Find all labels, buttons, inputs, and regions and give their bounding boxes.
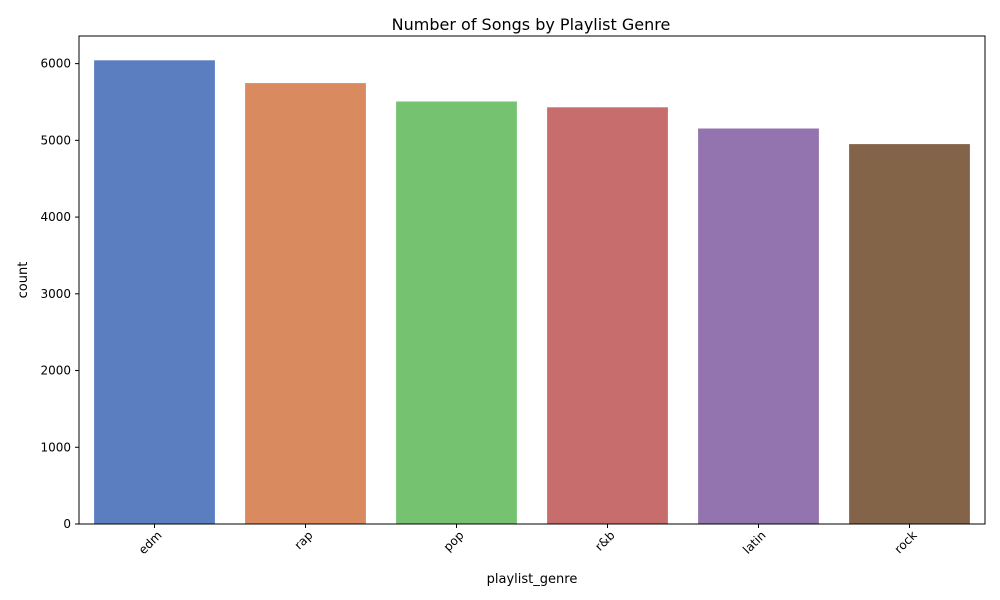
y-axis-ticks: 0 1000 2000 3000 4000 5000 6000: [40, 57, 79, 531]
bars-group: [94, 60, 970, 525]
x-tick-label: r&b: [592, 528, 617, 553]
bar-pop: [396, 101, 517, 524]
x-tick-label: rock: [892, 528, 920, 556]
bar-latin: [698, 128, 819, 524]
y-tick-label: 5000: [40, 133, 71, 147]
y-tick-label: 6000: [40, 57, 71, 71]
chart-title: Number of Songs by Playlist Genre: [392, 15, 671, 34]
bar-edm: [94, 60, 215, 525]
x-tick-label: pop: [441, 528, 467, 554]
y-tick-label: 2000: [40, 364, 71, 378]
bar-rock: [849, 144, 970, 524]
bar-rb: [547, 107, 668, 525]
x-tick-label: edm: [136, 528, 165, 557]
x-tick-label: rap: [292, 528, 316, 552]
y-axis-label: count: [16, 262, 31, 299]
y-tick-label: 4000: [40, 210, 71, 224]
bar-rap: [245, 83, 366, 524]
y-tick-label: 0: [63, 517, 71, 531]
x-tick-label: latin: [740, 528, 769, 557]
plot-frame: [78, 35, 986, 525]
x-axis-label: playlist_genre: [487, 572, 578, 587]
x-axis-ticks: edm rap pop r&b latin rock: [136, 524, 920, 557]
y-tick-label: 3000: [40, 287, 71, 301]
y-tick-label: 1000: [40, 440, 71, 454]
